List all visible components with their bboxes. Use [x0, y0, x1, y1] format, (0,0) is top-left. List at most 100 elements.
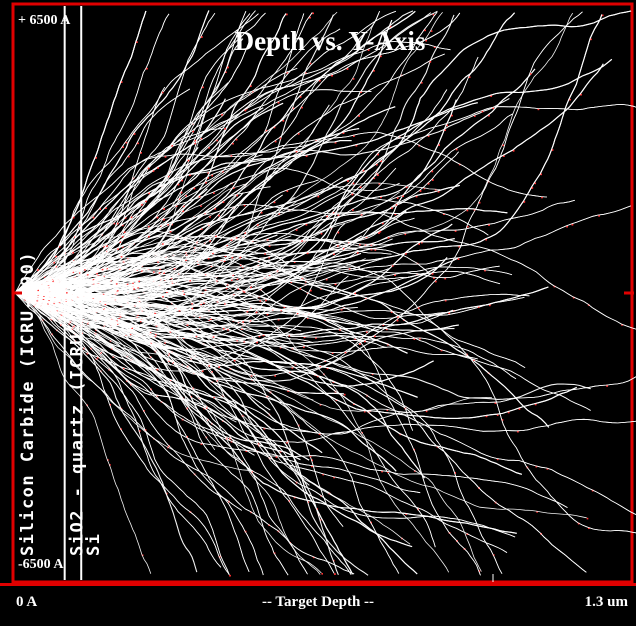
collision-point: [277, 101, 280, 104]
collision-point: [536, 511, 538, 513]
collision-point: [191, 307, 194, 310]
collision-point: [621, 324, 623, 326]
collision-point: [137, 314, 139, 316]
collision-point: [117, 248, 119, 250]
collision-point: [601, 14, 604, 17]
collision-point: [402, 195, 404, 197]
collision-point: [588, 527, 590, 529]
collision-point: [340, 308, 343, 311]
ion-track-line: [14, 253, 213, 294]
collision-point: [492, 107, 494, 109]
collision-point: [192, 130, 194, 133]
ion-track-line: [14, 103, 636, 294]
ion-track-line: [14, 151, 459, 294]
collision-point: [226, 66, 229, 69]
collision-point: [197, 263, 200, 266]
collision-point: [148, 225, 150, 228]
collision-point: [164, 156, 167, 158]
collision-point: [178, 309, 181, 312]
collision-point: [478, 201, 481, 204]
collision-point: [121, 236, 124, 238]
collision-point: [541, 196, 543, 199]
collision-point: [198, 195, 201, 198]
collision-point: [264, 253, 266, 255]
collision-point: [244, 232, 246, 234]
ion-track-line: [14, 146, 199, 294]
collision-point: [172, 254, 175, 257]
collision-point: [378, 183, 381, 185]
collision-point: [145, 200, 147, 203]
collision-point: [194, 142, 196, 145]
collision-point: [309, 62, 312, 65]
ion-track-line: [14, 290, 192, 338]
collision-point: [221, 114, 223, 116]
collision-point: [209, 216, 211, 218]
collision-point: [137, 286, 139, 289]
collision-point: [391, 207, 393, 209]
collision-point: [116, 319, 118, 322]
collision-point: [571, 223, 574, 226]
layer-label-1: SiO2 - quartz (ICRU-245): [68, 274, 88, 556]
collision-point: [268, 274, 271, 277]
ion-track-line: [14, 292, 198, 573]
collision-point: [309, 16, 311, 19]
collision-point: [120, 81, 123, 83]
collision-point: [348, 267, 351, 270]
ion-track-line: [14, 89, 448, 295]
collision-point: [301, 277, 304, 280]
collision-point: [396, 319, 399, 322]
collision-point: [129, 333, 132, 336]
ion-track-line: [14, 292, 190, 400]
ion-track-line: [14, 289, 522, 475]
collision-point: [413, 338, 416, 340]
collision-point: [580, 93, 582, 96]
y-max-label: + 6500 A: [18, 13, 71, 28]
collision-point: [279, 137, 282, 140]
collision-point: [405, 253, 407, 255]
ion-track-line: [14, 176, 343, 311]
collision-point: [216, 139, 218, 142]
ion-track-line: [14, 272, 425, 315]
collision-point: [200, 138, 203, 140]
collision-point: [334, 283, 337, 286]
collision-point: [250, 307, 252, 310]
collision-point: [363, 410, 366, 413]
collision-point: [451, 114, 453, 117]
collision-point: [154, 312, 156, 314]
collision-point: [444, 129, 446, 131]
collision-point: [386, 409, 389, 411]
collision-point: [123, 231, 126, 233]
ion-track-line: [14, 292, 482, 572]
collision-point: [194, 139, 196, 142]
collision-point: [586, 517, 589, 520]
collision-point: [193, 187, 196, 190]
collision-point: [171, 223, 173, 226]
collision-point: [359, 243, 361, 246]
collision-point: [274, 140, 277, 143]
collision-point: [187, 159, 190, 162]
collision-point: [74, 236, 76, 238]
ion-track-line: [14, 292, 568, 508]
collision-point: [152, 170, 155, 172]
collision-point: [258, 335, 261, 338]
collision-point: [333, 476, 335, 479]
collision-point: [147, 269, 150, 271]
collision-point: [374, 335, 376, 338]
collision-point: [467, 225, 469, 228]
collision-point: [148, 192, 150, 195]
collision-point: [185, 259, 187, 261]
collision-point: [160, 278, 162, 281]
ion-track-line: [14, 131, 547, 294]
collision-point: [167, 223, 169, 226]
collision-point: [405, 513, 407, 515]
collision-point: [301, 240, 303, 242]
collision-point: [224, 302, 226, 305]
ion-track-line: [14, 107, 264, 295]
collision-point: [485, 415, 488, 418]
collision-point: [458, 245, 460, 248]
collision-point: [274, 375, 276, 377]
collision-point: [448, 312, 450, 315]
collision-point: [488, 224, 490, 226]
collision-point: [200, 228, 203, 230]
collision-point: [484, 269, 486, 272]
